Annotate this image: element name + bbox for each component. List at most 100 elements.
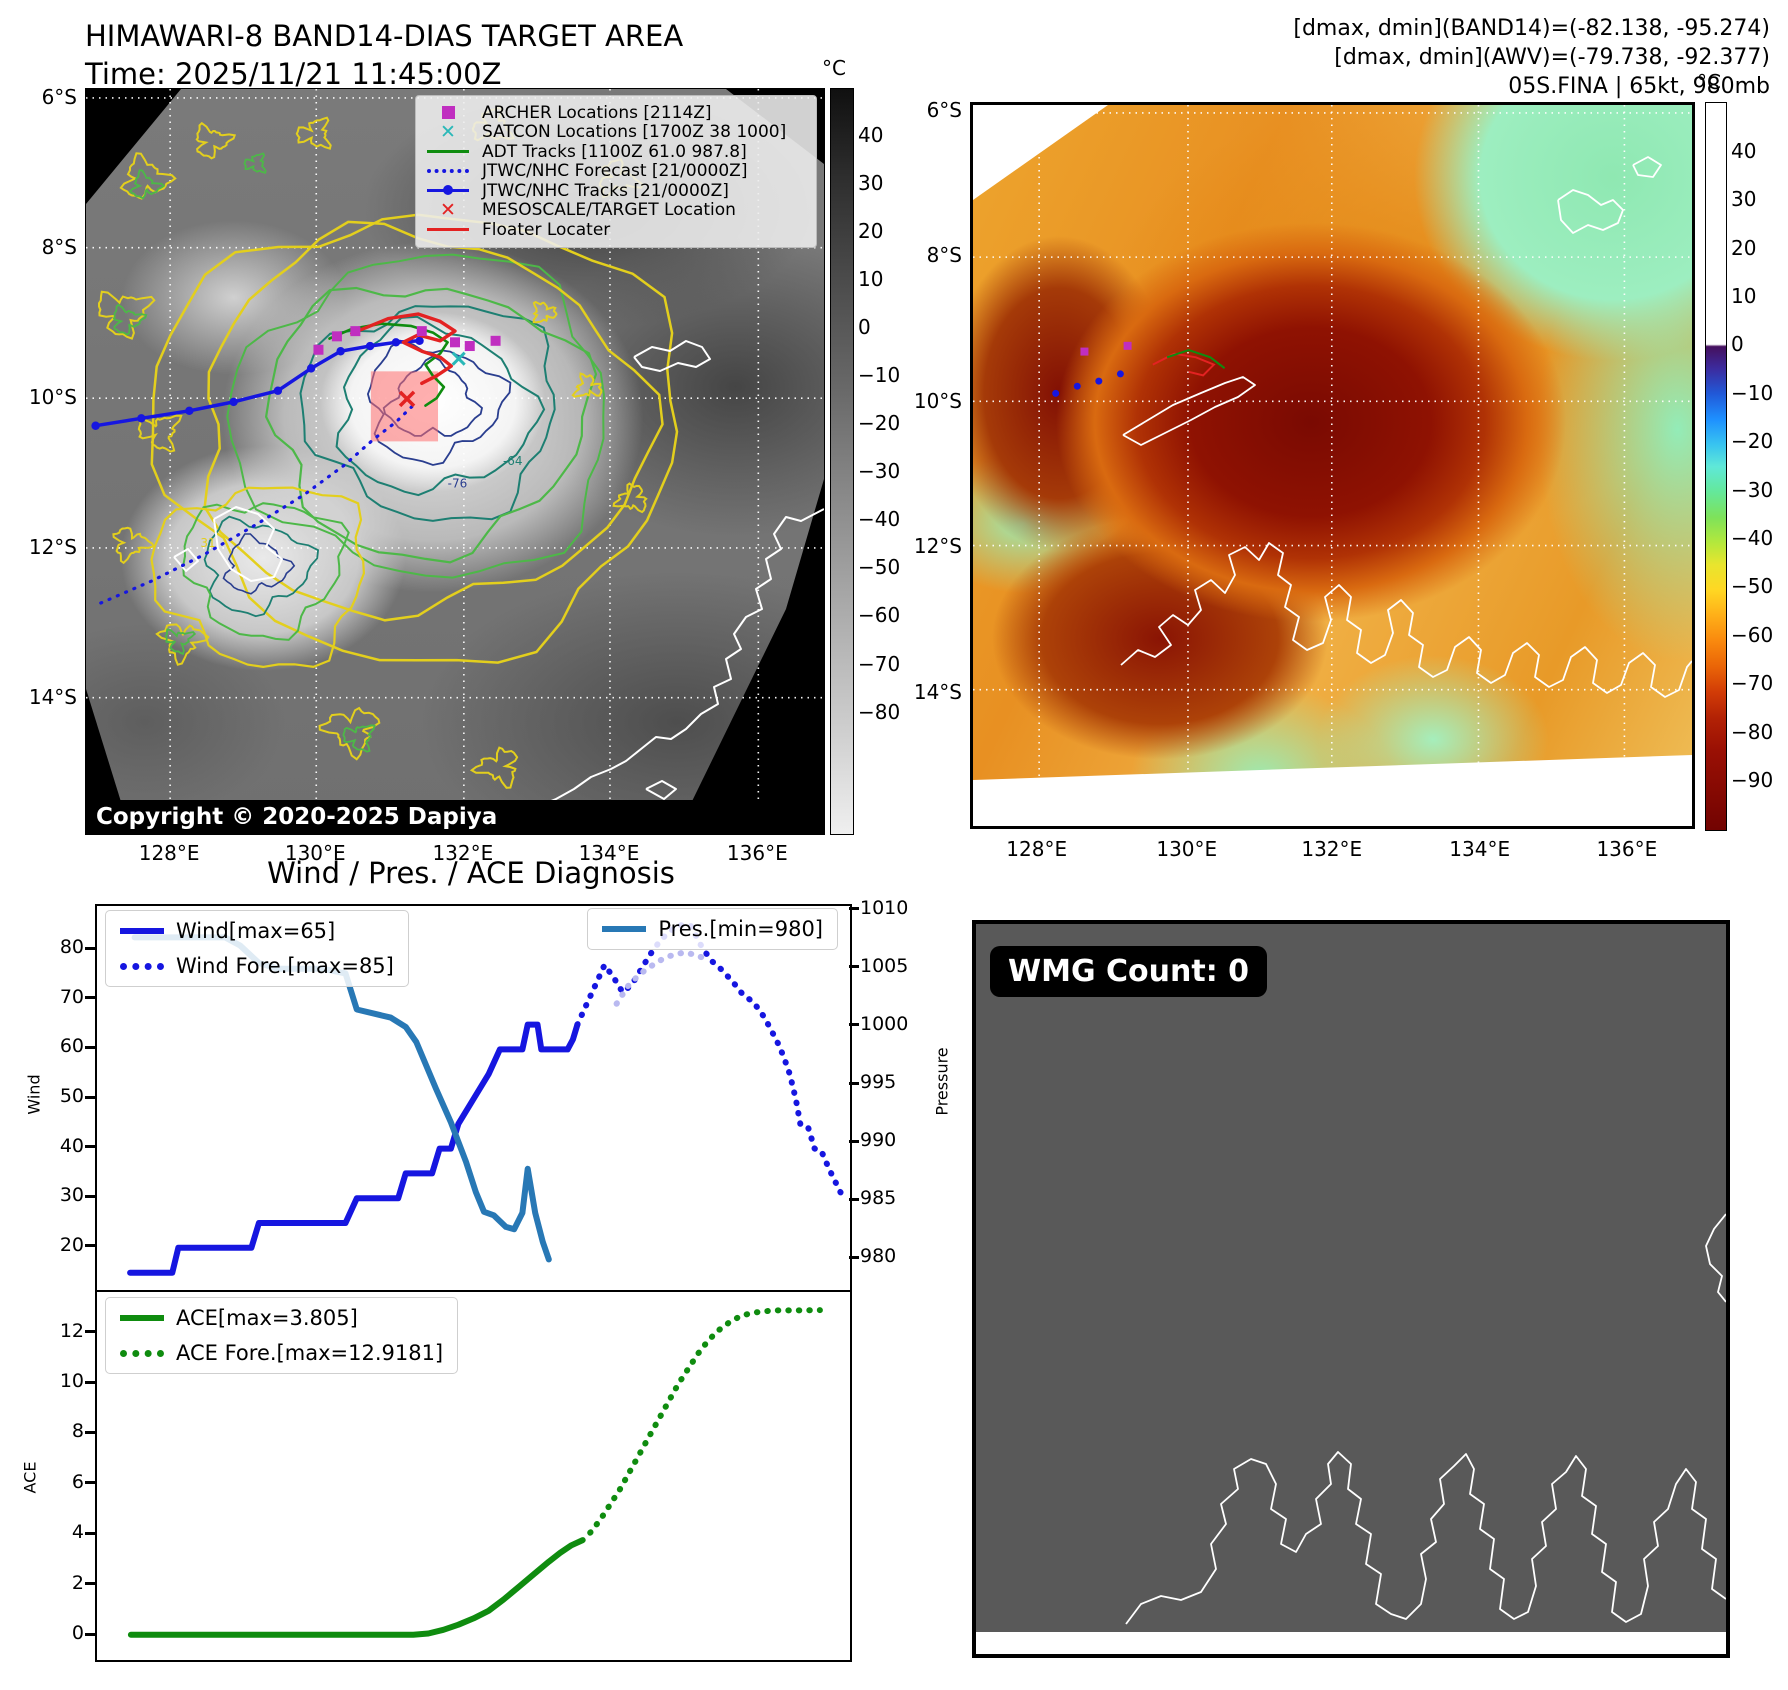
x-marker <box>398 390 416 408</box>
wind-fore-dotted-swatch <box>120 962 164 970</box>
storm-id-intensity: 05S.FINA | 65kt, 980mb <box>1508 74 1770 100</box>
left-map-title: HIMAWARI-8 BAND14-DIAS TARGET AREA <box>85 19 684 53</box>
awv-cbar-tick: −10 <box>1731 380 1774 405</box>
right-map-lat-label: 14°S <box>913 679 962 704</box>
wmg-coastlines <box>1125 1213 1726 1625</box>
mesoscale-target-area <box>370 371 439 442</box>
ace-fore-dotted-swatch <box>120 1349 164 1357</box>
wind-legend: Wind[max=65] Wind Fore.[max=85] <box>105 910 409 987</box>
ace-fore-legend-item: ACE Fore.[max=12.9181] <box>120 1341 443 1365</box>
swath-edge <box>86 689 131 834</box>
track-point <box>306 364 316 373</box>
archer-marker <box>416 326 427 337</box>
awv-cbar-tick: 20 <box>1731 235 1757 260</box>
track-point <box>1116 370 1124 378</box>
band14-cbar-tick: 30 <box>858 170 884 195</box>
band14-colorbar-unit: °C <box>822 56 846 80</box>
pres-line-swatch <box>602 926 647 932</box>
track-point <box>185 406 194 416</box>
awv-cbar-tick: −60 <box>1731 622 1774 647</box>
awv-colorbar-unit: °C <box>1697 70 1721 94</box>
track-point <box>336 347 345 356</box>
band14-satellite-map: -64 -76 31 ARCHER Locations [2114Z] ✕ SATCON… <box>85 88 825 835</box>
archer-marker <box>313 344 324 355</box>
band14-cbar-tick: 0 <box>858 315 871 340</box>
wind-legend-item: Wind[max=65] <box>120 919 394 943</box>
awv-cbar-tick: −70 <box>1731 671 1774 696</box>
awv-cbar-tick: 30 <box>1731 187 1757 212</box>
pressure-tick: 980 <box>860 1245 897 1268</box>
awv-imagery <box>973 105 1692 826</box>
track-point <box>229 397 238 407</box>
awv-satellite-map <box>970 102 1695 829</box>
ace-tick: 10 <box>59 1370 84 1392</box>
left-map-lat-label: 6°S <box>41 84 77 109</box>
forecast-track <box>99 404 415 605</box>
contour-yellow <box>532 300 558 324</box>
band14-cbar-tick: −40 <box>858 507 901 532</box>
mini-track <box>1166 349 1226 369</box>
pressure-tickmark <box>849 1023 859 1027</box>
awv-cbar-tick: −80 <box>1731 719 1774 744</box>
awv-overlays <box>973 105 1692 826</box>
track-point <box>365 341 375 351</box>
left-map-lon-label: 130°E <box>284 841 346 865</box>
wmg-count-badge: WMG Count: 0 <box>990 946 1268 997</box>
left-map-title-block: HIMAWARI-8 BAND14-DIAS TARGET AREA Time:… <box>85 18 683 93</box>
awv-cbar-tick: 10 <box>1731 283 1757 308</box>
contour-green <box>165 628 197 656</box>
coastline <box>1120 542 1692 698</box>
wind-tickmark <box>85 1045 95 1049</box>
right-map-lon-label: 128°E <box>1006 837 1068 861</box>
awv-cbar-tick: −90 <box>1731 768 1774 793</box>
wind-tickmark <box>85 1145 95 1149</box>
track-point <box>273 386 283 395</box>
track-point <box>1052 389 1060 397</box>
right-map-lon-label: 132°E <box>1301 837 1363 861</box>
contour-teal <box>203 515 320 618</box>
left-map-legend-label: ADT Tracks [1100Z 61.0 987.8] <box>482 141 747 162</box>
archer-marker <box>464 341 475 352</box>
mini-track <box>1152 352 1216 377</box>
contour-yellow <box>612 482 648 514</box>
left-map-legend-item: ✕ SATCON Locations [1700Z 38 1000] <box>422 122 808 142</box>
dmax-dmin-awv: [dmax, dmin](AWV)=(-79.738, -92.377) <box>1334 45 1770 71</box>
series-ace-fore-max-12-9181- <box>587 1307 823 1536</box>
contour-green <box>128 169 166 200</box>
archer-marker <box>331 331 342 342</box>
ace-tick: 8 <box>71 1420 84 1443</box>
left-map-legend-label: Floater Locater <box>482 219 611 240</box>
track-point <box>137 414 146 423</box>
awv-colorbar <box>1705 102 1727 831</box>
wind-tickmark <box>85 1194 95 1198</box>
ace-tickmark <box>85 1430 95 1434</box>
track-line <box>93 339 422 428</box>
band14-cbar-tick: −50 <box>858 555 901 580</box>
wind-tick: 60 <box>59 1035 84 1058</box>
coastline <box>1557 189 1624 234</box>
series-wind-fore-max-85- <box>574 922 849 1202</box>
contour-yellow <box>137 414 183 453</box>
swath-edge <box>973 755 1692 826</box>
x-marker: ✕ <box>440 199 456 222</box>
contour-yellow <box>469 746 519 789</box>
pressure-tick: 995 <box>860 1071 897 1094</box>
line-marker <box>422 150 474 154</box>
right-map-lon-label: 136°E <box>1596 837 1658 861</box>
band14-cbar-tick: −70 <box>858 651 901 676</box>
left-map-legend-item: JTWC/NHC Tracks [21/0000Z] <box>422 181 808 201</box>
coastline <box>173 548 199 572</box>
dmax-dmin-band14: [dmax, dmin](BAND14)=(-82.138, -95.274) <box>1293 16 1770 41</box>
left-map-lat-label: 12°S <box>28 534 77 559</box>
contour-green <box>264 286 598 564</box>
pressure-tick: 1010 <box>860 896 909 919</box>
ace-legend: ACE[max=3.805] ACE Fore.[max=12.9181] <box>105 1297 459 1374</box>
ace-tickmark <box>85 1632 95 1636</box>
wind-fore-legend-label: Wind Fore.[max=85] <box>176 954 394 978</box>
ace-tick: 2 <box>71 1571 84 1594</box>
left-map-time: Time: 2025/11/21 11:45:00Z <box>85 56 502 91</box>
contour-green <box>112 303 148 336</box>
wind-pressure-chart: Wind[max=65] Wind Fore.[max=85] Pres.[mi… <box>95 904 852 1294</box>
ace-line-swatch <box>120 1315 164 1321</box>
